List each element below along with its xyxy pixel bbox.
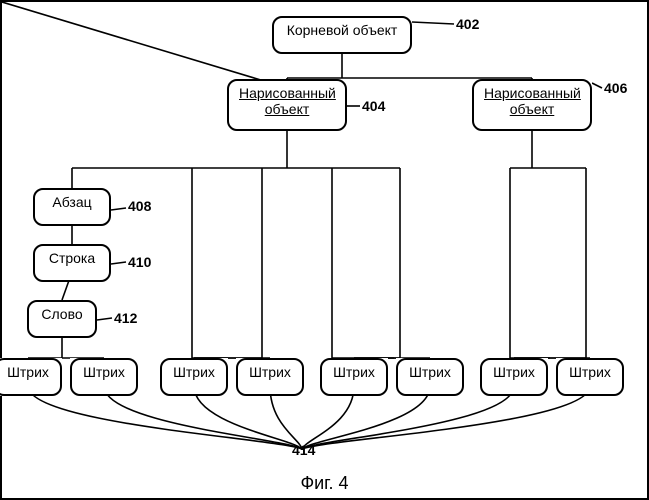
node-s8: Штрих bbox=[556, 358, 624, 396]
ref-group: 414 bbox=[292, 442, 315, 458]
node-line: Строка bbox=[33, 244, 111, 282]
figure-caption: Фиг. 4 bbox=[2, 473, 647, 494]
ref-word: 412 bbox=[114, 310, 137, 326]
node-word: Слово bbox=[27, 300, 97, 338]
ref-line: 410 bbox=[128, 254, 151, 270]
ref-para: 408 bbox=[128, 198, 151, 214]
node-s6: Штрих bbox=[396, 358, 464, 396]
ref-root: 402 bbox=[456, 16, 479, 32]
node-s7: Штрих bbox=[480, 358, 548, 396]
node-drawn2: Нарисованныйобъект bbox=[472, 79, 592, 131]
node-s2: Штрих bbox=[70, 358, 138, 396]
node-s1: Штрих bbox=[0, 358, 62, 396]
node-s3: Штрих bbox=[160, 358, 228, 396]
node-drawn1: Нарисованныйобъект bbox=[227, 79, 347, 131]
node-root: Корневой объект bbox=[272, 16, 412, 54]
figure-frame: Корневой объект Нарисованныйобъект Нарисов… bbox=[0, 0, 649, 500]
ref-drawn2: 406 bbox=[604, 80, 627, 96]
node-para: Абзац bbox=[33, 188, 111, 226]
ref-drawn1: 404 bbox=[362, 98, 385, 114]
node-s5: Штрих bbox=[320, 358, 388, 396]
node-s4: Штрих bbox=[236, 358, 304, 396]
